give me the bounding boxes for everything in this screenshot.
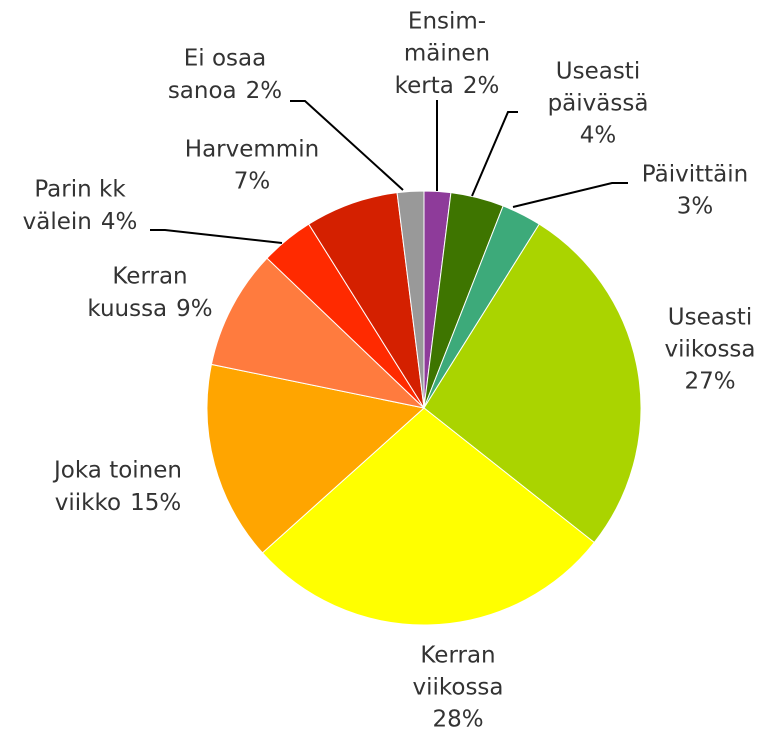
slice-label: viikossa — [412, 675, 503, 701]
slice-label: viikko 15% — [55, 490, 181, 516]
leader-line — [290, 100, 404, 191]
slice-label: sanoa 2% — [168, 78, 282, 104]
slice-label: viikko — [55, 490, 121, 516]
value-label: 3% — [677, 194, 714, 220]
slice-label: kerta 2% — [395, 73, 500, 99]
slice-label: kerta — [395, 73, 454, 99]
value-label: 7% — [234, 169, 271, 195]
pie-slice — [210, 257, 426, 409]
value-label: 2% — [463, 73, 500, 99]
value-label: 4% — [101, 209, 138, 235]
slice-label: Ei osaa — [184, 46, 266, 72]
slice-label: Useasti — [668, 305, 752, 331]
slice-label: viikossa — [664, 337, 755, 363]
pie-slice — [396, 190, 425, 409]
leader-line — [512, 182, 628, 208]
slice-label: Ensim- — [408, 9, 486, 35]
leader-line — [150, 229, 283, 244]
slice-label: kuussa 9% — [87, 296, 212, 322]
value-label: 9% — [176, 296, 213, 322]
value-label: 4% — [580, 123, 617, 149]
slice-label: kuussa — [87, 296, 167, 322]
slice-label: Useasti — [556, 59, 640, 85]
pie-slice — [206, 363, 426, 554]
slice-label: Kerran — [112, 264, 187, 290]
pie-slice — [423, 223, 642, 544]
pie-slice — [261, 407, 595, 626]
value-label: 28% — [432, 707, 483, 731]
slice-label: päivässä — [548, 91, 649, 117]
slice-label: välein — [23, 209, 92, 235]
slice-label: Parin kk — [34, 177, 126, 203]
slice-label: sanoa — [168, 78, 237, 104]
slice-label: mäinen — [404, 41, 490, 67]
leader-line — [471, 111, 518, 197]
value-label: 2% — [246, 78, 283, 104]
slice-label: välein 4% — [23, 209, 138, 235]
slice-label: Kerran — [420, 643, 495, 669]
value-label: 15% — [130, 490, 181, 516]
slice-label: Harvemmin — [185, 137, 319, 163]
value-label: 27% — [684, 369, 735, 395]
slice-label: Päivittäin — [642, 162, 748, 188]
slice-label: Joka toinen — [52, 458, 182, 484]
